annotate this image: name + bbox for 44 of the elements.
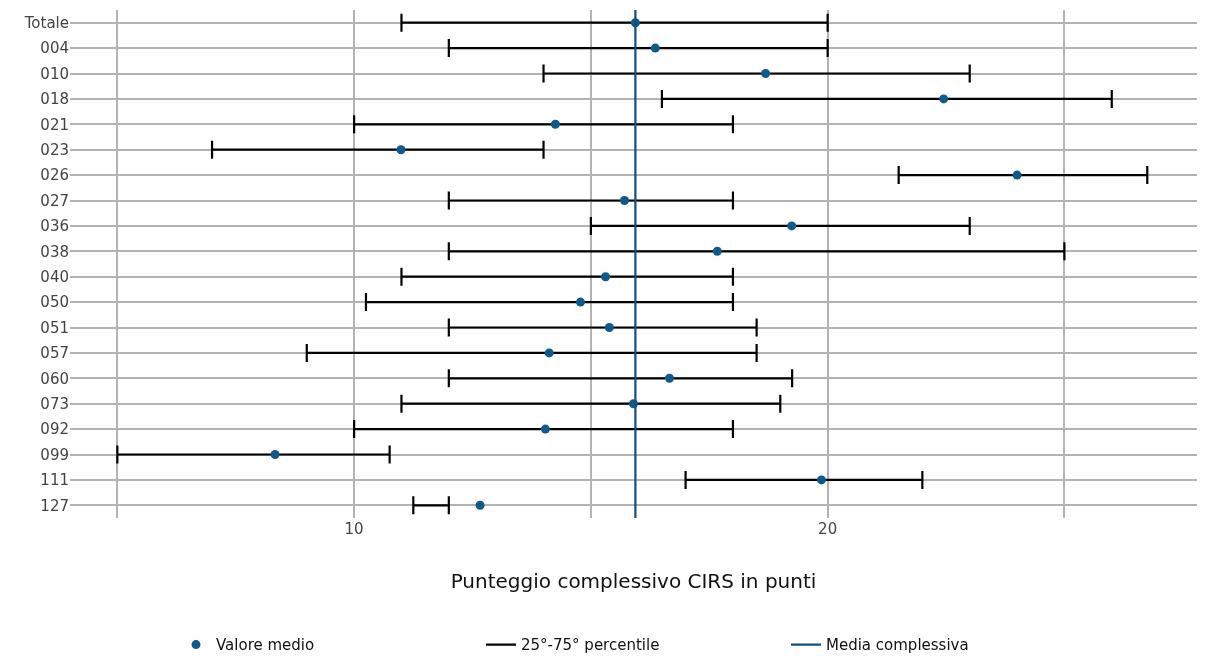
point bbox=[396, 145, 406, 155]
y-tick-label: 023 bbox=[40, 140, 69, 159]
point bbox=[270, 450, 280, 459]
point bbox=[475, 500, 485, 510]
point bbox=[664, 373, 674, 383]
point bbox=[712, 246, 722, 256]
point bbox=[650, 43, 660, 53]
y-tick-label: 004 bbox=[40, 39, 69, 58]
point bbox=[604, 323, 614, 332]
y-tick-label: 092 bbox=[40, 420, 69, 439]
y-tick-label: 127 bbox=[40, 496, 69, 515]
point bbox=[787, 221, 797, 231]
y-tick-label: 111 bbox=[40, 471, 69, 490]
x-axis-title: Punteggio complessivo CIRS in punti bbox=[450, 569, 817, 593]
y-tick-label: 027 bbox=[40, 191, 69, 210]
point bbox=[1012, 170, 1022, 180]
point bbox=[550, 119, 560, 129]
point bbox=[575, 297, 585, 307]
text: 25°-75° percentile bbox=[521, 636, 660, 655]
y-tick-label: 099 bbox=[40, 445, 69, 464]
y-tick-label: 018 bbox=[40, 90, 69, 109]
point bbox=[761, 69, 771, 78]
legend-label: Media complessiva bbox=[826, 636, 969, 655]
point bbox=[816, 475, 826, 485]
point bbox=[620, 196, 629, 205]
y-tick-label: 057 bbox=[40, 344, 69, 363]
y-tick-label: 050 bbox=[40, 293, 69, 312]
y-tick-label: Totale bbox=[23, 13, 69, 32]
x-tick-label: 20 bbox=[818, 520, 838, 538]
point bbox=[540, 424, 550, 434]
y-tick-label: 040 bbox=[40, 267, 69, 286]
y-tick-label: 026 bbox=[40, 166, 69, 185]
y-tick-label: 073 bbox=[40, 394, 69, 413]
y-tick-label: 010 bbox=[40, 64, 69, 83]
point bbox=[939, 94, 949, 104]
x-tick-label: 10 bbox=[344, 520, 364, 538]
y-tick-label: 036 bbox=[40, 217, 69, 236]
y-tick-label: 021 bbox=[40, 115, 69, 134]
point bbox=[601, 272, 611, 282]
y-tick-label: 060 bbox=[40, 369, 69, 388]
legend-label: Valore medio bbox=[216, 636, 315, 655]
y-tick-label: 038 bbox=[40, 242, 69, 261]
point bbox=[544, 348, 554, 358]
y-tick-label: 051 bbox=[40, 318, 69, 337]
